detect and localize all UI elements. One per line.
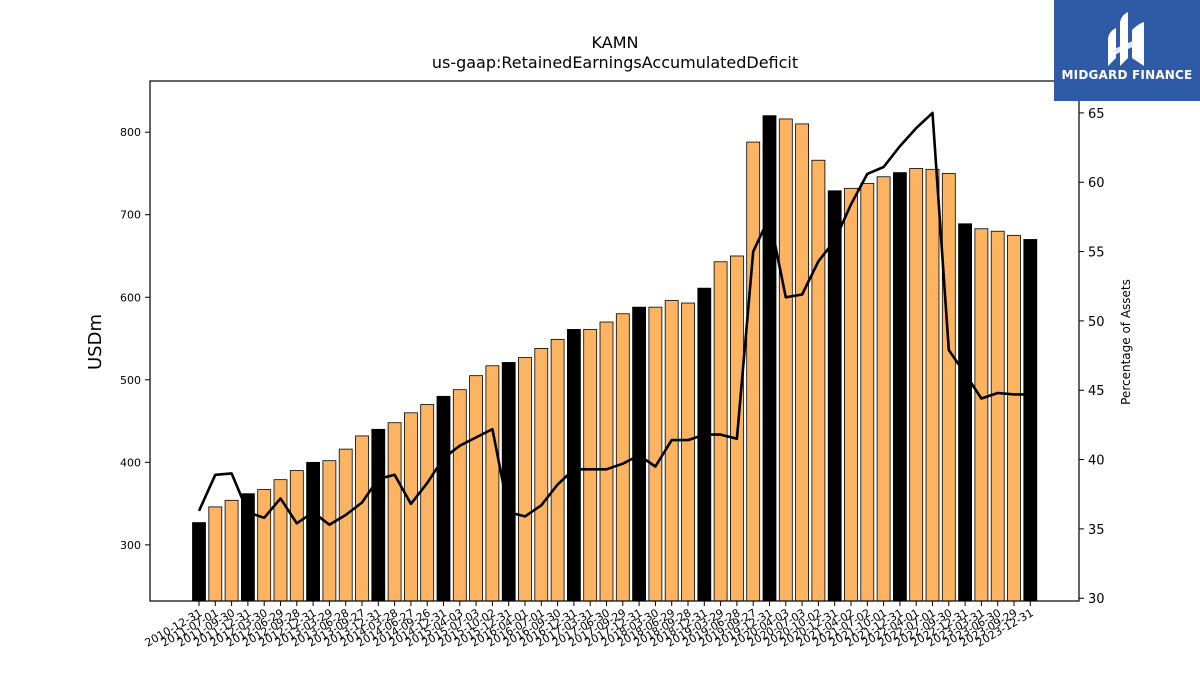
y-tick-label: 400 [120, 456, 141, 469]
y-tick-label: 700 [120, 209, 141, 222]
y-tick-label: 800 [120, 126, 141, 139]
bar [681, 302, 695, 602]
bar [860, 182, 875, 602]
bar [713, 261, 728, 602]
bar [192, 522, 206, 602]
bar [925, 168, 940, 602]
bar [844, 187, 858, 602]
y2-axis: 30 35 40 45 50 55 60 65 [1079, 107, 1105, 607]
bar [958, 223, 972, 602]
bar [485, 365, 500, 602]
brand-name: MIDGARD FINANCE [1061, 68, 1193, 82]
midgard-logo-icon [1108, 12, 1144, 66]
y-tick-label: 300 [120, 539, 141, 552]
bar [469, 375, 484, 602]
bar [632, 306, 646, 602]
bar [1007, 234, 1021, 602]
bar [1023, 239, 1038, 602]
bar [762, 115, 777, 602]
bar [778, 118, 793, 602]
bar [990, 230, 1005, 602]
bar [257, 489, 272, 602]
percentage-line [197, 111, 1031, 527]
y2-tick-label: 65 [1088, 107, 1105, 122]
bar [403, 412, 418, 602]
line-series [197, 111, 1031, 527]
bar [795, 123, 809, 602]
y2-tick-label: 30 [1088, 592, 1105, 607]
bar [827, 190, 842, 602]
bar [974, 228, 989, 602]
y-axis: 300 400 500 600 700 800 [120, 126, 150, 552]
brand-logo: MIDGARD FINANCE [1054, 0, 1200, 101]
bar [436, 395, 451, 602]
chart-title: KAMN [592, 33, 639, 52]
bar [583, 329, 598, 602]
bar [289, 470, 304, 602]
y2-tick-label: 50 [1088, 315, 1105, 330]
bar [338, 448, 353, 602]
bar [909, 168, 924, 602]
bar [941, 173, 956, 602]
bar [664, 300, 679, 602]
y-tick-label: 600 [120, 291, 141, 304]
y2-tick-label: 35 [1088, 523, 1105, 538]
bar [648, 306, 663, 602]
bar [387, 422, 402, 602]
bar [322, 460, 337, 602]
y2-axis-label: Percentage of Assets [1119, 279, 1133, 405]
bar [615, 313, 630, 602]
bar [746, 141, 761, 602]
bar [224, 499, 239, 602]
bar [371, 428, 386, 602]
bar [306, 461, 321, 602]
bar-series [192, 115, 1038, 602]
bar [567, 329, 581, 602]
bar [811, 159, 826, 602]
bar [876, 176, 891, 602]
bar [355, 435, 369, 602]
bar [550, 338, 565, 602]
y-axis-label: USDm [85, 314, 106, 370]
x-axis: 2010-12-312011-07-012011-09-302011-12-31… [143, 601, 1036, 650]
plot-frame [149, 80, 1080, 602]
bar [501, 362, 516, 602]
bar [452, 389, 467, 602]
bar [534, 348, 549, 602]
y2-tick-label: 40 [1088, 454, 1105, 469]
y2-tick-label: 55 [1088, 246, 1105, 261]
y-tick-label: 500 [120, 374, 141, 387]
bar [420, 404, 435, 602]
bar [518, 357, 532, 602]
chart-subtitle: us-gaap:RetainedEarningsAccumulatedDefic… [432, 53, 798, 72]
bar [599, 321, 614, 602]
y2-tick-label: 60 [1088, 176, 1105, 191]
bar [697, 287, 712, 602]
y2-tick-label: 45 [1088, 384, 1105, 399]
bar [893, 172, 907, 602]
bar [208, 506, 223, 602]
